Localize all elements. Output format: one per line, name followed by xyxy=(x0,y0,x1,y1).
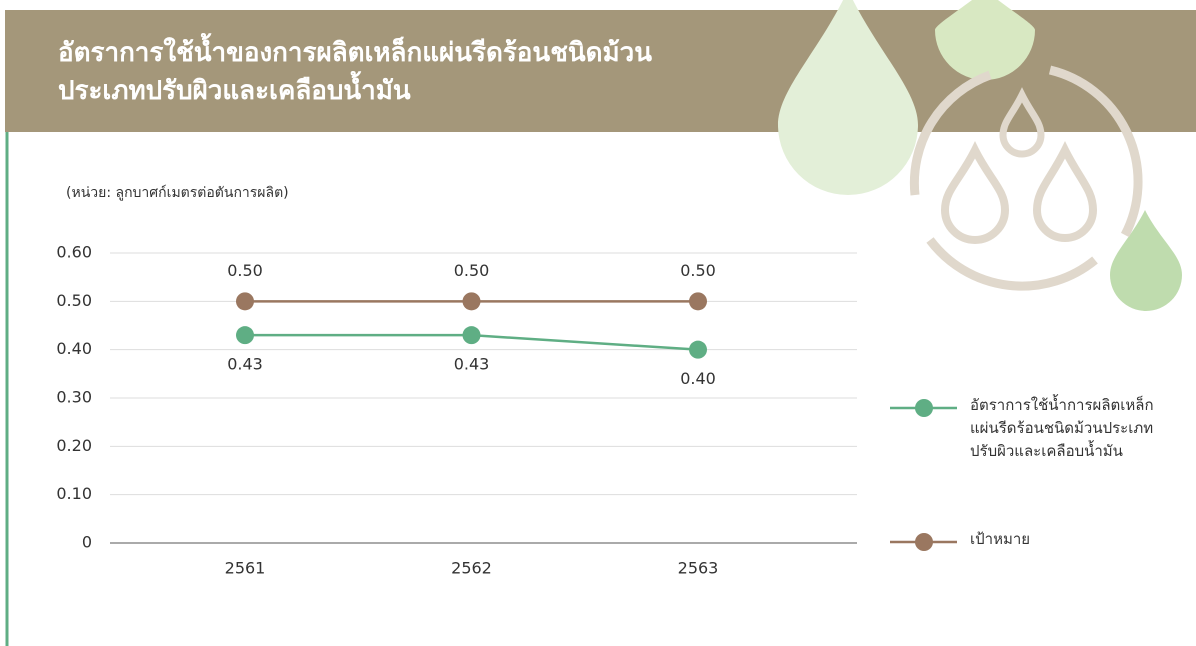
y-tick-label: 0 xyxy=(82,533,92,552)
data-label: 0.43 xyxy=(454,355,490,374)
title-line: ประเภทปรับผิวและเคลือบน้ำมัน xyxy=(58,72,652,110)
data-label: 0.43 xyxy=(227,355,263,374)
data-point xyxy=(236,326,254,344)
legend-label: เป้าหมาย xyxy=(970,528,1180,551)
legend-marker xyxy=(915,399,933,417)
chart-title: อัตราการใช้น้ำของการผลิตเหล็กแผ่นรีดร้อน… xyxy=(58,34,652,110)
y-tick-label: 0.50 xyxy=(56,291,92,310)
data-label: 0.50 xyxy=(227,261,263,280)
data-point xyxy=(236,292,254,310)
legend-label: อัตราการใช้น้ำการผลิตเหล็กแผ่นรีดร้อนชนิ… xyxy=(970,394,1180,463)
y-tick-label: 0.40 xyxy=(56,339,92,358)
data-label: 0.50 xyxy=(454,261,490,280)
unit-label: (หน่วย: ลูกบาศก์เมตรต่อตันการผลิต) xyxy=(66,182,289,204)
y-tick-label: 0.60 xyxy=(56,243,92,262)
y-tick-label: 0.10 xyxy=(56,484,92,503)
y-tick-label: 0.30 xyxy=(56,388,92,407)
data-label: 0.50 xyxy=(680,261,716,280)
y-tick-label: 0.20 xyxy=(56,436,92,455)
page: {"chart_data": {"type": "line", "title":… xyxy=(0,0,1196,646)
data-point xyxy=(689,292,707,310)
legend-marker xyxy=(915,533,933,551)
title-line: อัตราการใช้น้ำของการผลิตเหล็กแผ่นรีดร้อน… xyxy=(58,34,652,72)
data-point xyxy=(463,326,481,344)
x-tick-label: 2561 xyxy=(225,559,266,578)
data-label: 0.40 xyxy=(680,369,716,388)
x-tick-label: 2563 xyxy=(678,559,719,578)
x-tick-label: 2562 xyxy=(451,559,492,578)
data-point xyxy=(689,341,707,359)
data-point xyxy=(463,292,481,310)
